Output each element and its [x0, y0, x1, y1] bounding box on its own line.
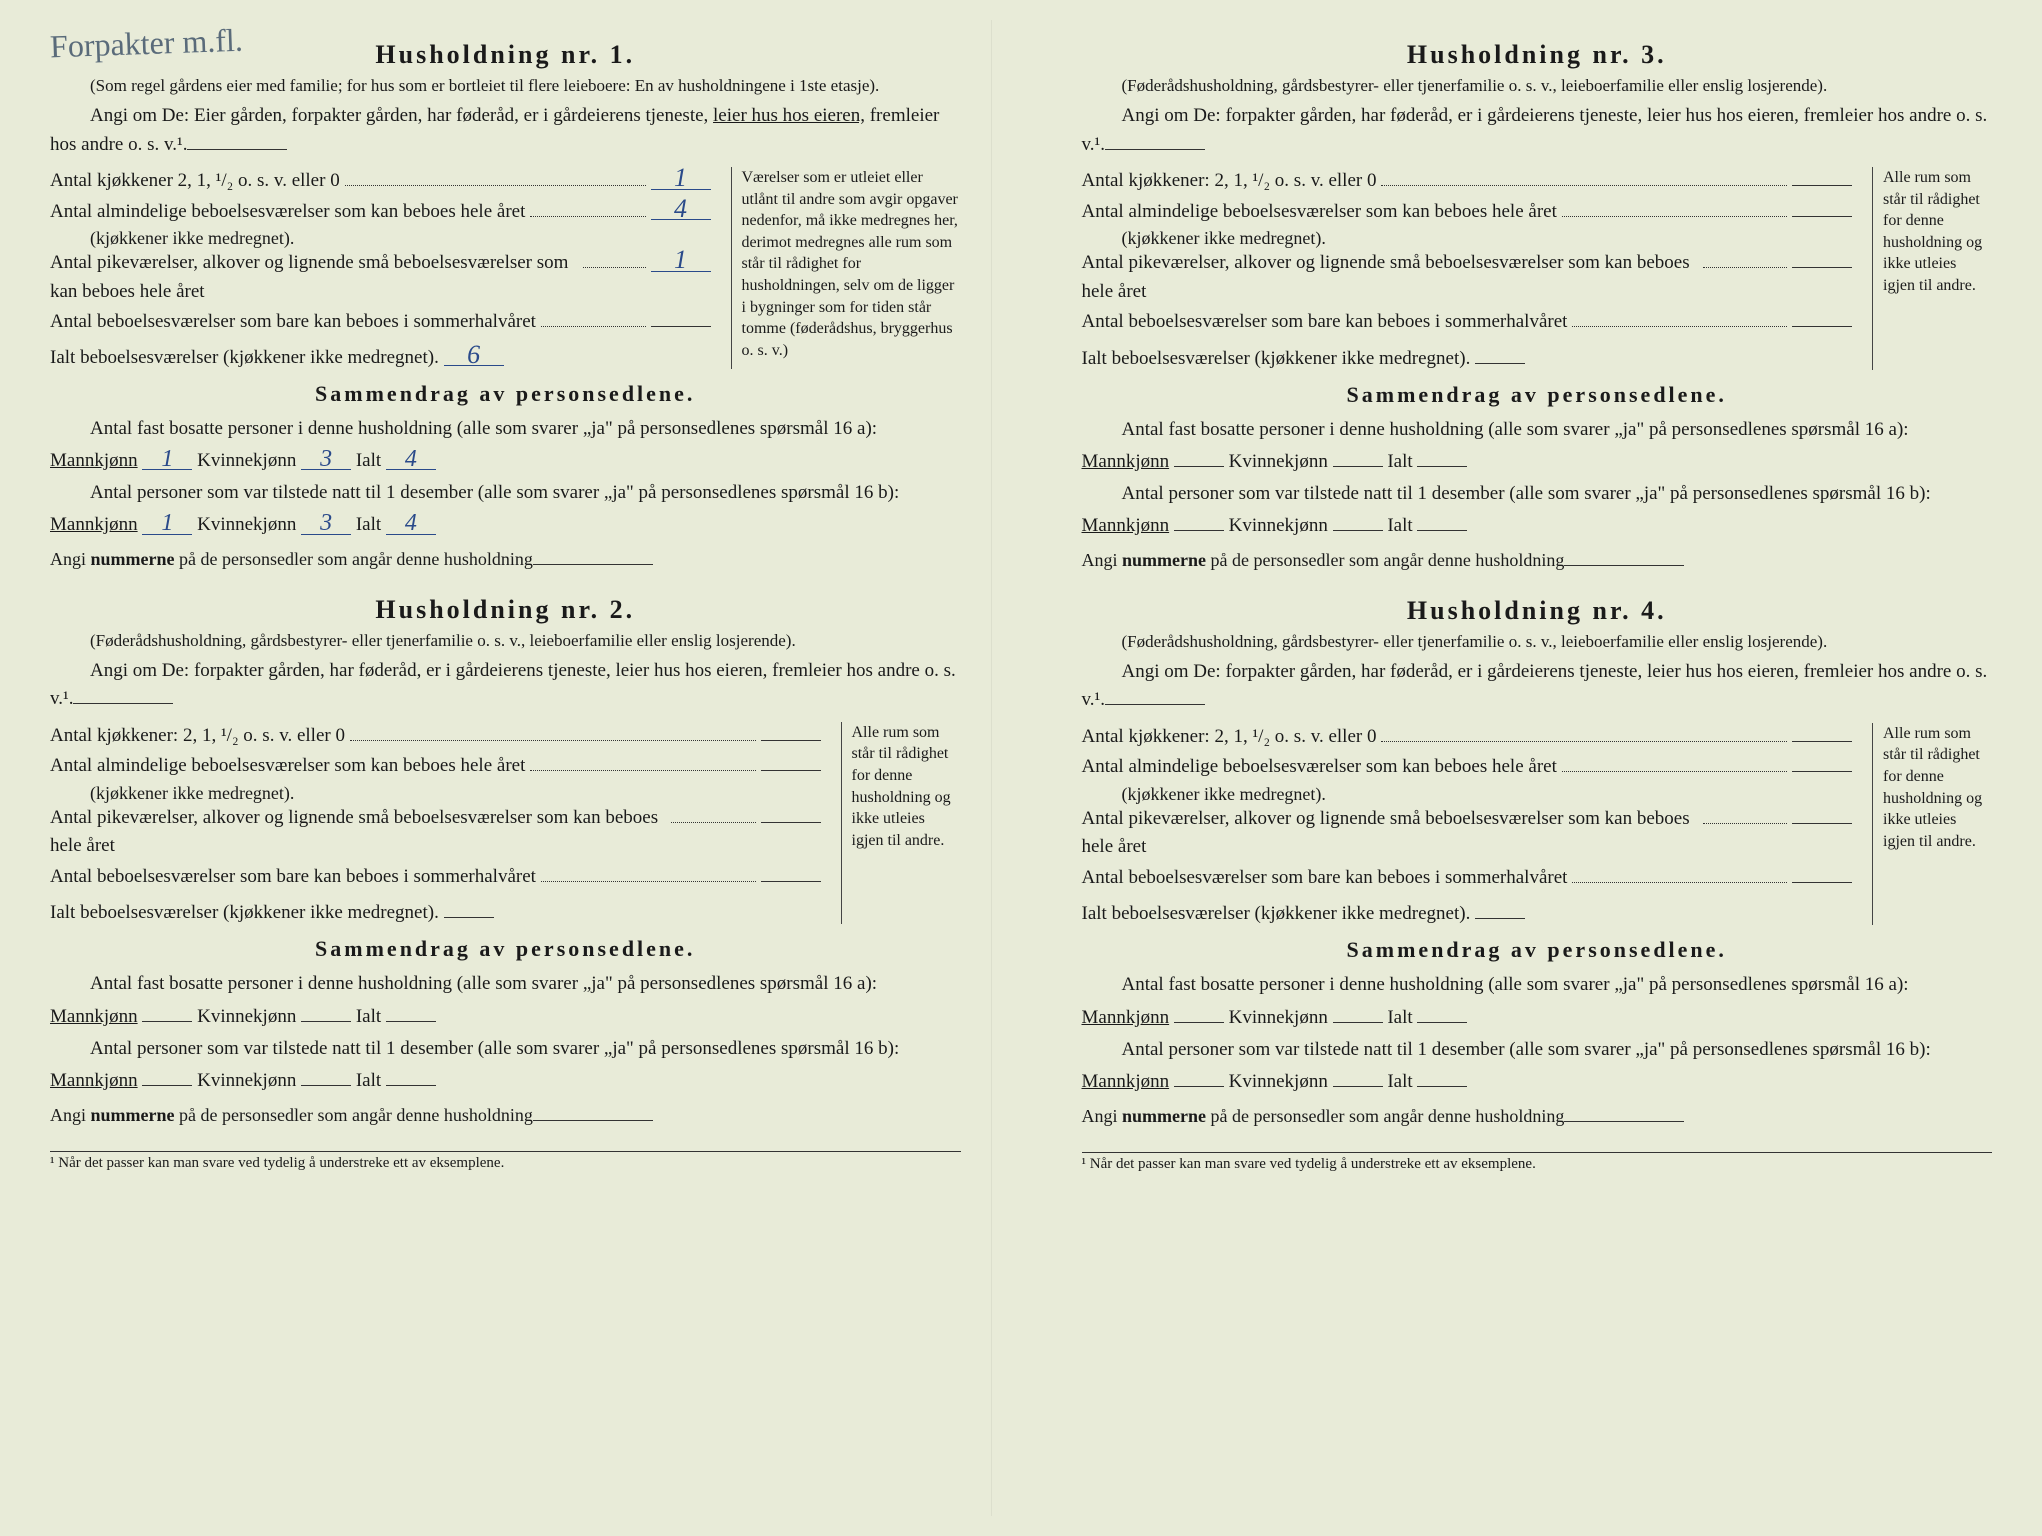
angi-line: Angi om De: forpakter gården, har føderå…	[1082, 658, 1993, 715]
rooms-line: Antal almindelige beboelsesværelser som …	[1082, 753, 1853, 782]
total-line: Ialt beboelsesværelser (kjøkkener ikke m…	[50, 345, 711, 369]
summary-fields-b: Mannkjønn Kvinnekjønn Ialt	[50, 1065, 961, 1097]
summer-line: Antal beboelsesværelser som bare kan beb…	[1082, 308, 1853, 337]
sidenote: Alle rum som står til rådighet for denne…	[1872, 167, 1992, 370]
sidenote: Værelser som er utleiet eller utlånt til…	[731, 167, 961, 369]
maid-line: Antal pikeværelser, alkover og lignende …	[1082, 805, 1853, 862]
summary-line-a: Antal fast bosatte personer i denne hush…	[50, 413, 961, 445]
handwritten-note: Forpakter m.fl.	[49, 22, 243, 66]
sidenote: Alle rum som står til rådighet for denne…	[841, 722, 961, 925]
rooms-sub: (kjøkkener ikke medregnet).	[1082, 784, 1853, 805]
angi-numbers: Angi nummerne på de personsedler som ang…	[1082, 548, 1993, 571]
summary-fields-b: Mannkjønn Kvinnekjønn Ialt	[1082, 1066, 1993, 1098]
footnote-right: ¹ Når det passer kan man svare ved tydel…	[1082, 1152, 1993, 1173]
rooms-line: Antal almindelige beboelsesværelser som …	[50, 198, 711, 227]
household-subtitle: (Føderådshusholdning, gårdsbestyrer- ell…	[1082, 631, 1993, 653]
summer-line: Antal beboelsesværelser som bare kan beb…	[50, 308, 711, 337]
household-4: Husholdning nr. 4. (Føderådshusholdning,…	[1082, 596, 1993, 1127]
angi-line: Angi om De: Eier gården, forpakter gårde…	[50, 102, 961, 159]
rooms-sub: (kjøkkener ikke medregnet).	[50, 783, 821, 804]
summary-line-b: Antal personer som var tilstede natt til…	[1082, 478, 1993, 510]
summary-line-b: Antal personer som var tilstede natt til…	[1082, 1034, 1993, 1066]
household-title: Husholdning nr. 4.	[1082, 596, 1993, 626]
household-title: Husholdning nr. 3.	[1082, 40, 1993, 70]
summary-title: Sammendrag av personsedlene.	[1082, 937, 1993, 963]
household-subtitle: (Føderådshusholdning, gårdsbestyrer- ell…	[1082, 75, 1993, 97]
maid-line: Antal pikeværelser, alkover og lignende …	[50, 804, 821, 861]
sidenote: Alle rum som står til rådighet for denne…	[1872, 723, 1992, 926]
household-subtitle: (Som regel gårdens eier med familie; for…	[50, 75, 961, 97]
summary-line-a: Antal fast bosatte personer i denne hush…	[1082, 969, 1993, 1001]
rooms-sub: (kjøkkener ikke medregnet).	[1082, 228, 1853, 249]
right-page: Husholdning nr. 3. (Føderådshusholdning,…	[1052, 20, 2023, 1516]
kitchens-line: Antal kjøkkener: 2, 1, ¹/₂ o. s. v. elle…	[1082, 723, 1853, 752]
kitchens-line: Antal kjøkkener: 2, 1, ¹/₂ o. s. v. elle…	[1082, 167, 1853, 196]
household-subtitle: (Føderådshusholdning, gårdsbestyrer- ell…	[50, 630, 961, 652]
summary-fields-a: Mannkjønn Kvinnekjønn Ialt	[1082, 446, 1993, 478]
angi-numbers: Angi nummerne på de personsedler som ang…	[50, 1103, 961, 1126]
summer-line: Antal beboelsesværelser som bare kan beb…	[50, 863, 821, 892]
summary-fields-a: Mannkjønn Kvinnekjønn Ialt	[50, 1001, 961, 1033]
household-title: Husholdning nr. 2.	[50, 595, 961, 625]
maid-line: Antal pikeværelser, alkover og lignende …	[50, 249, 711, 306]
rooms-line: Antal almindelige beboelsesværelser som …	[1082, 198, 1853, 227]
summary-line-b: Antal personer som var tilstede natt til…	[50, 477, 961, 509]
rooms-line: Antal almindelige beboelsesværelser som …	[50, 752, 821, 781]
total-line: Ialt beboelsesværelser (kjøkkener ikke m…	[50, 899, 821, 924]
maid-line: Antal pikeværelser, alkover og lignende …	[1082, 249, 1853, 306]
summary-fields-b: Mannkjønn 1 Kvinnekjønn 3 Ialt 4	[50, 509, 961, 541]
summary-title: Sammendrag av personsedlene.	[50, 381, 961, 407]
summary-line-b: Antal personer som var tilstede natt til…	[50, 1033, 961, 1065]
summary-fields-b: Mannkjønn Kvinnekjønn Ialt	[1082, 510, 1993, 542]
angi-line: Angi om De: forpakter gården, har føderå…	[1082, 102, 1993, 159]
summary-line-a: Antal fast bosatte personer i denne hush…	[50, 968, 961, 1000]
summary-fields-a: Mannkjønn Kvinnekjønn Ialt	[1082, 1002, 1993, 1034]
angi-line: Angi om De: forpakter gården, har føderå…	[50, 657, 961, 714]
household-2: Husholdning nr. 2. (Føderådshusholdning,…	[50, 595, 961, 1126]
angi-numbers: Angi nummerne på de personsedler som ang…	[1082, 1104, 1993, 1127]
household-3: Husholdning nr. 3. (Føderådshusholdning,…	[1082, 40, 1993, 571]
summary-title: Sammendrag av personsedlene.	[1082, 382, 1993, 408]
rooms-sub: (kjøkkener ikke medregnet).	[50, 228, 711, 249]
summary-line-a: Antal fast bosatte personer i denne hush…	[1082, 414, 1993, 446]
left-page: Forpakter m.fl. Husholdning nr. 1. (Som …	[20, 20, 992, 1516]
kitchens-line: Antal kjøkkener: 2, 1, ¹/₂ o. s. v. elle…	[50, 722, 821, 751]
summer-line: Antal beboelsesværelser som bare kan beb…	[1082, 864, 1853, 893]
total-line: Ialt beboelsesværelser (kjøkkener ikke m…	[1082, 345, 1853, 370]
summary-fields-a: Mannkjønn 1 Kvinnekjønn 3 Ialt 4	[50, 445, 961, 477]
household-1: Husholdning nr. 1. (Som regel gårdens ei…	[50, 40, 961, 570]
total-line: Ialt beboelsesværelser (kjøkkener ikke m…	[1082, 900, 1853, 925]
summary-title: Sammendrag av personsedlene.	[50, 936, 961, 962]
angi-numbers: Angi nummerne på de personsedler som ang…	[50, 547, 961, 570]
kitchens-line: Antal kjøkkener 2, 1, ¹/₂ o. s. v. eller…	[50, 167, 711, 196]
footnote-left: ¹ Når det passer kan man svare ved tydel…	[50, 1151, 961, 1172]
